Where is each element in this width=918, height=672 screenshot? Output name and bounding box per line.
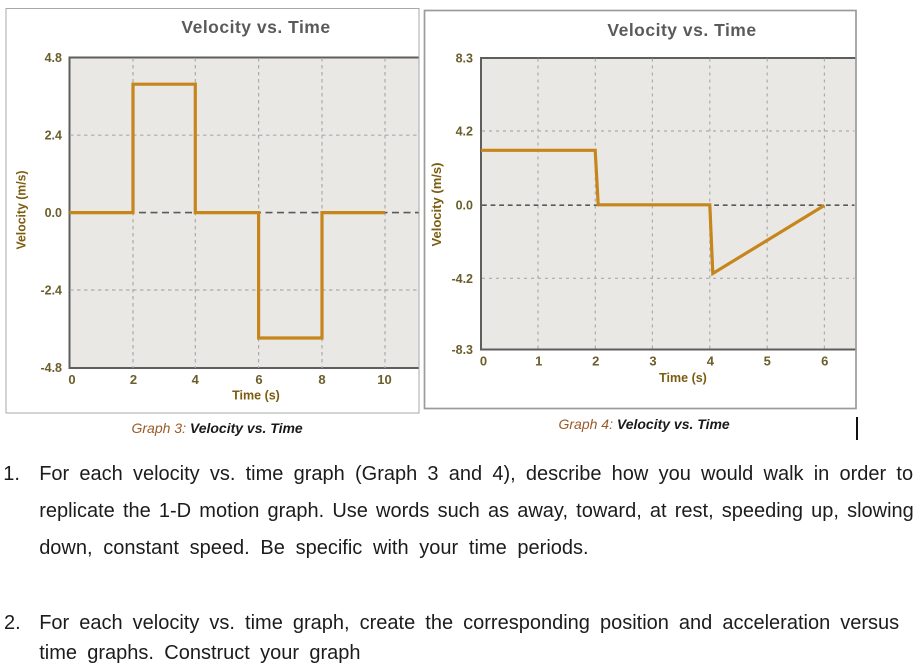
svg-text:10: 10 [377,372,391,387]
svg-text:-4.8: -4.8 [40,361,62,375]
svg-text:4.8: 4.8 [45,51,62,65]
svg-text:Velocity vs. Time: Velocity vs. Time [607,20,756,40]
svg-text:5: 5 [764,354,771,369]
svg-text:6: 6 [255,372,262,387]
svg-text:2: 2 [592,354,599,369]
svg-text:Time (s): Time (s) [232,389,280,403]
svg-text:0.0: 0.0 [456,199,473,213]
svg-text:4: 4 [192,372,200,387]
svg-text:0: 0 [68,372,75,387]
svg-text:-8.3: -8.3 [451,343,473,357]
svg-text:Velocity (m/s): Velocity (m/s) [15,171,29,250]
svg-text:Time (s): Time (s) [659,371,707,385]
svg-text:-4.2: -4.2 [451,272,473,286]
svg-text:2: 2 [130,372,137,387]
svg-text:Velocity vs. Time: Velocity vs. Time [181,17,330,37]
svg-text:0.0: 0.0 [45,206,62,220]
svg-text:4: 4 [707,354,715,369]
svg-text:1: 1 [535,354,542,369]
svg-text:3: 3 [649,354,656,369]
svg-text:Velocity (m/s): Velocity (m/s) [430,163,444,247]
svg-text:8.3: 8.3 [456,52,473,66]
svg-text:0: 0 [480,354,487,369]
svg-text:4.2: 4.2 [456,125,473,139]
svg-text:8: 8 [318,372,325,387]
svg-text:6: 6 [821,354,828,369]
svg-text:-2.4: -2.4 [40,284,62,298]
svg-text:2.4: 2.4 [45,129,62,143]
